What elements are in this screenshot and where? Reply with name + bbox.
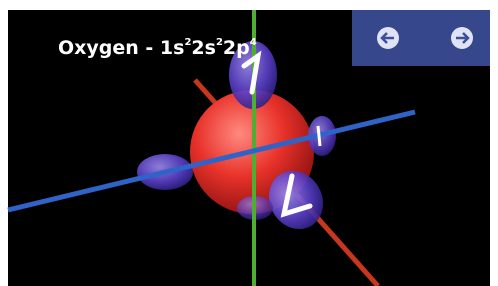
viewer: Oxygen - 1s22s22p4 (0, 0, 498, 286)
title-superscript: 2 (184, 37, 191, 48)
page: {"title": {"segments": [{"text": "Oxygen… (0, 0, 498, 286)
spin-arrow (318, 126, 320, 146)
title: Oxygen - 1s22s22p4 (58, 37, 257, 59)
back-button[interactable] (377, 27, 399, 49)
forward-button[interactable] (451, 27, 473, 49)
title-part: Oxygen - 1s (58, 37, 184, 59)
title-part: 2p (223, 37, 250, 59)
title-superscript: 4 (250, 37, 257, 48)
title-part: 2s (191, 37, 216, 59)
title-superscript: 2 (216, 37, 223, 48)
